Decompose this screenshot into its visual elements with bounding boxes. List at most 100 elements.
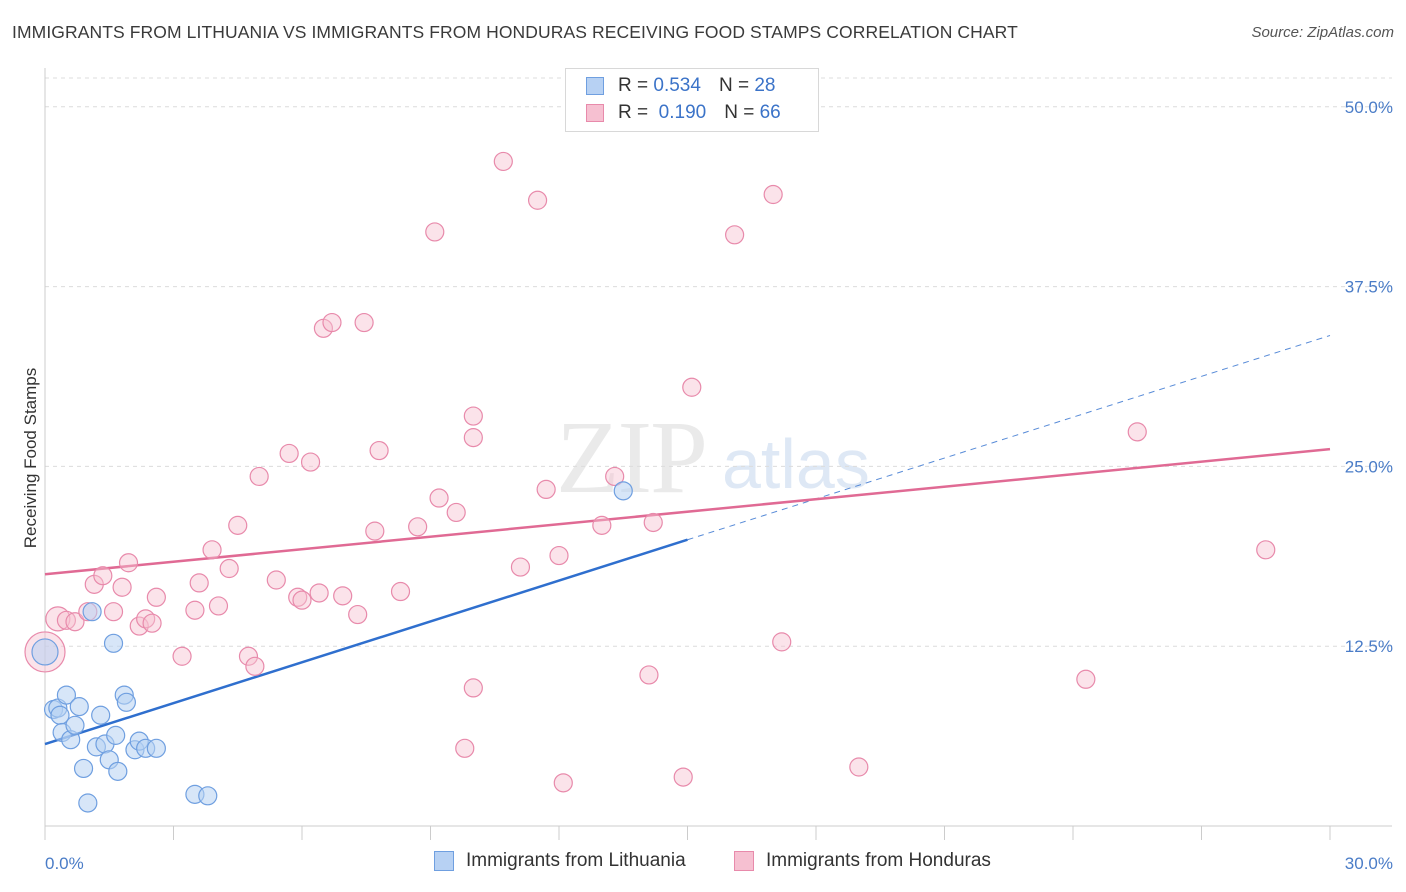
point-honduras — [93, 566, 113, 586]
point-honduras — [65, 612, 85, 632]
data-points — [24, 151, 1276, 813]
point-honduras — [142, 613, 162, 633]
point-honduras — [725, 225, 745, 245]
trend-lines — [44, 335, 1331, 746]
point-lithuania — [146, 738, 166, 758]
point-honduras — [189, 573, 209, 593]
bottom-legend-label: Immigrants from Lithuania — [466, 850, 686, 871]
point-lithuania — [103, 633, 124, 653]
point-honduras — [365, 521, 385, 541]
point-honduras — [425, 222, 445, 242]
point-honduras — [639, 665, 659, 685]
tick-labels: 12.5% 25.0% 37.5% 50.0% 0.0% 30.0% — [45, 98, 1393, 873]
legend-r-label: R = — [618, 102, 649, 123]
point-honduras — [118, 553, 139, 573]
point-honduras — [553, 773, 573, 793]
point-lithuania — [106, 725, 126, 745]
point-honduras — [429, 488, 449, 508]
point-honduras — [309, 583, 329, 603]
point-honduras — [1076, 669, 1096, 689]
point-lithuania — [198, 786, 218, 806]
legend-swatch-pink — [586, 104, 604, 122]
point-honduras — [455, 738, 475, 758]
legend-n-label: N = — [718, 75, 750, 96]
bottom-legend-honduras: Immigrants from Honduras — [734, 850, 991, 872]
y-tick-label: 50.0% — [1345, 98, 1393, 117]
point-lithuania — [73, 758, 94, 779]
legend-row-honduras: R = 0.190 N = 66 — [586, 100, 781, 126]
trend-line-lithuania-extension — [687, 335, 1331, 541]
correlation-legend: R = 0.534 N = 28 R = 0.190 N = 66 — [565, 68, 819, 132]
point-honduras — [493, 151, 513, 172]
point-lithuania — [65, 715, 85, 735]
point-lithuania — [69, 697, 89, 717]
point-honduras — [463, 428, 483, 448]
y-tick-label: 37.5% — [1345, 278, 1393, 297]
axes — [44, 68, 1392, 840]
point-honduras — [536, 479, 556, 499]
point-honduras — [1127, 422, 1147, 442]
point-honduras — [245, 656, 265, 676]
point-honduras — [510, 557, 531, 577]
point-honduras — [408, 517, 428, 537]
point-honduras — [446, 502, 466, 523]
chart-title: IMMIGRANTS FROM LITHUANIA VS IMMIGRANTS … — [12, 22, 1018, 42]
point-honduras — [390, 581, 411, 602]
point-honduras — [249, 466, 269, 487]
point-honduras — [849, 757, 869, 777]
legend-r-value: 0.534 — [653, 75, 701, 96]
point-honduras — [322, 312, 342, 333]
legend-n-value: 66 — [759, 102, 781, 123]
x-tick-label: 0.0% — [45, 854, 84, 873]
bottom-legend-swatch-blue — [434, 851, 454, 871]
point-honduras — [463, 406, 483, 426]
point-lithuania — [108, 761, 128, 781]
point-honduras — [185, 600, 205, 620]
point-lithuania — [613, 481, 633, 501]
y-axis-title: Receiving Food Stamps — [21, 368, 40, 548]
trend-line-honduras — [44, 447, 1331, 576]
point-lithuania — [82, 602, 102, 622]
point-honduras — [279, 443, 299, 464]
legend-swatch-blue — [586, 77, 604, 95]
point-honduras — [772, 632, 792, 652]
legend-n-value: 28 — [754, 75, 776, 96]
point-honduras — [763, 184, 783, 205]
point-honduras — [463, 678, 483, 698]
point-honduras — [238, 646, 259, 666]
point-honduras — [592, 515, 612, 535]
point-lithuania — [31, 638, 59, 666]
grid-lines — [45, 77, 1392, 647]
y-tick-label: 25.0% — [1345, 457, 1393, 476]
point-honduras — [673, 767, 693, 787]
point-honduras — [228, 515, 248, 535]
point-honduras — [605, 466, 625, 487]
point-honduras — [146, 587, 166, 607]
point-lithuania — [91, 705, 111, 725]
point-honduras — [266, 570, 286, 590]
legend-row-lithuania: R = 0.534 N = 28 — [586, 73, 775, 99]
watermark-zip: ZIP — [556, 400, 708, 515]
point-honduras — [643, 512, 663, 533]
point-honduras — [300, 452, 321, 472]
y-tick-label: 12.5% — [1345, 637, 1393, 656]
point-lithuania — [56, 685, 77, 705]
point-honduras — [292, 590, 312, 610]
point-honduras — [348, 604, 368, 625]
point-honduras — [202, 540, 222, 560]
point-lithuania — [116, 692, 136, 712]
source-label: Source: ZipAtlas.com — [1251, 24, 1394, 41]
point-honduras — [549, 545, 569, 566]
point-honduras — [527, 190, 548, 210]
point-honduras — [682, 377, 702, 397]
legend-r-label: R = — [618, 75, 649, 96]
point-honduras — [354, 312, 374, 333]
point-honduras — [208, 596, 229, 616]
point-honduras — [172, 646, 192, 666]
trend-line-lithuania — [44, 538, 688, 746]
point-honduras — [369, 440, 389, 461]
bottom-legend-label: Immigrants from Honduras — [766, 850, 991, 871]
legend-r-value: 0.190 — [658, 102, 707, 123]
x-tick-label: 30.0% — [1345, 854, 1393, 873]
